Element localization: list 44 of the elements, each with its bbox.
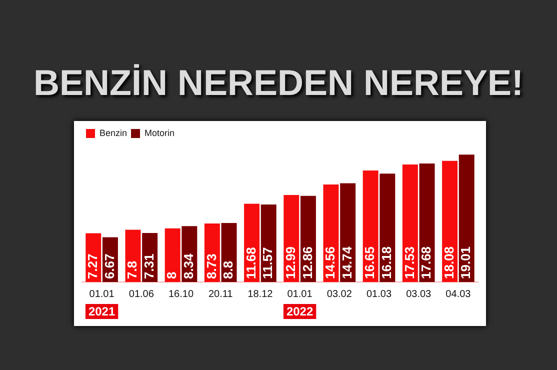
- bar: [362, 170, 378, 282]
- data-label: 8.8: [220, 260, 236, 279]
- data-label: 17.68: [418, 246, 434, 279]
- legend-label: Benzin: [100, 128, 128, 138]
- data-label: 17.53: [402, 246, 417, 279]
- bar: [380, 174, 396, 282]
- data-label: 11.57: [260, 247, 276, 279]
- data-label: 7.8: [124, 260, 140, 279]
- x-tick-label: 01.06: [128, 288, 154, 300]
- x-tick-label: 16.10: [168, 288, 194, 300]
- data-label: 12.99: [282, 246, 298, 279]
- x-tick-label: 01.01: [287, 288, 313, 300]
- data-label: 14.74: [339, 246, 354, 279]
- data-label: 8.34: [180, 252, 196, 279]
- x-tick-label: 20.11: [208, 288, 234, 300]
- x-tick-label: 01.01: [89, 288, 115, 300]
- data-label: 7.31: [141, 254, 156, 279]
- data-label: 8: [164, 272, 180, 279]
- data-label: 16.65: [362, 246, 378, 279]
- bar: [442, 160, 458, 282]
- chart-title: BENZİN NEREDEN NEREYE!: [32, 62, 525, 104]
- data-label: 16.18: [378, 246, 394, 279]
- legend-label: Motorin: [144, 128, 175, 138]
- data-label: 18.08: [441, 246, 456, 279]
- bar: [458, 154, 474, 282]
- x-tick-label: 01.03: [366, 288, 392, 300]
- data-label: 8.73: [204, 254, 219, 279]
- data-label: 14.56: [322, 246, 338, 279]
- bar: [402, 164, 418, 282]
- bar: [164, 228, 180, 282]
- data-label: 7.27: [84, 254, 100, 279]
- data-label: 12.86: [300, 246, 315, 279]
- bar: [125, 230, 141, 282]
- x-tick-label: 03.03: [406, 288, 432, 300]
- data-label: 19.01: [458, 246, 474, 279]
- text: 2021: [88, 304, 116, 318]
- data-label: 6.67: [102, 254, 117, 279]
- bar: [340, 183, 356, 282]
- x-tick-label: 03.02: [326, 288, 352, 300]
- data-label: 11.68: [243, 247, 258, 279]
- x-tick-label: 18.12: [248, 288, 274, 300]
- text: 2022: [286, 304, 314, 318]
- x-tick-label: 04.03: [446, 288, 472, 300]
- bar: [419, 164, 435, 282]
